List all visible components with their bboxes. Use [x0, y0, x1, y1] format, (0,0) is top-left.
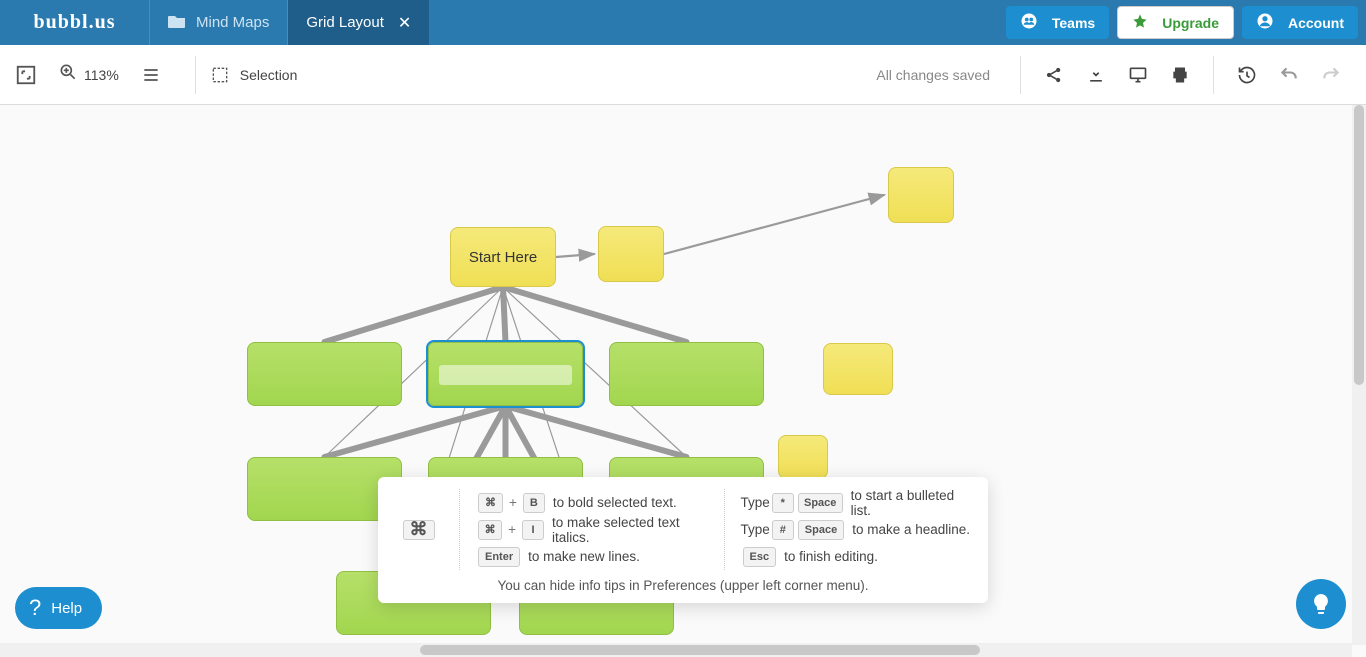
lightbulb-icon	[1309, 592, 1333, 616]
account-label: Account	[1288, 15, 1344, 31]
tooltip-row: Type *Space to start a bulleted list.	[741, 489, 973, 516]
tab-mindmaps[interactable]: Mind Maps	[150, 0, 288, 45]
help-button[interactable]: ? Help	[15, 587, 102, 629]
selection-icon[interactable]	[208, 63, 232, 87]
tooltip-row: Enter to make new lines.	[476, 543, 708, 570]
node-edit-field[interactable]	[439, 365, 572, 385]
redo-icon[interactable]	[1310, 45, 1352, 105]
share-icon[interactable]	[1033, 45, 1075, 105]
editing-tooltip: ⌘ ⌘+B to bold selected text.⌘+I to make …	[378, 477, 988, 603]
tooltip-row: Type #Space to make a headline.	[741, 516, 973, 543]
tooltip-row: ⌘+B to bold selected text.	[476, 489, 708, 516]
zoom-icon[interactable]	[58, 62, 78, 87]
tooltip-row: Esc to finish editing.	[741, 543, 973, 570]
account-button[interactable]: Account	[1242, 6, 1358, 39]
upgrade-button[interactable]: Upgrade	[1117, 6, 1234, 39]
tab-active-label: Grid Layout	[306, 14, 384, 31]
separator	[1213, 56, 1214, 94]
separator	[1020, 56, 1021, 94]
horizontal-scrollbar[interactable]	[0, 643, 1352, 657]
cmd-key-icon: ⌘	[403, 520, 435, 540]
save-status: All changes saved	[876, 67, 990, 83]
vertical-scrollbar[interactable]	[1352, 105, 1366, 645]
undo-icon[interactable]	[1268, 45, 1310, 105]
account-icon	[1256, 12, 1281, 33]
tab-mindmaps-label: Mind Maps	[196, 14, 269, 31]
canvas[interactable]: Start Heresafa ⌘ ⌘+B to bold selected te…	[0, 105, 1366, 657]
close-icon[interactable]: ✕	[398, 13, 411, 33]
zoom-level[interactable]: 113%	[84, 67, 119, 83]
node-g3[interactable]	[609, 342, 764, 406]
folder-icon	[168, 14, 186, 32]
star-icon	[1132, 13, 1155, 32]
present-icon[interactable]	[1117, 45, 1159, 105]
tab-active[interactable]: Grid Layout ✕	[288, 0, 430, 45]
separator	[195, 56, 196, 94]
selection-label[interactable]: Selection	[240, 67, 298, 83]
help-label: Help	[51, 600, 82, 617]
node-y2[interactable]	[888, 167, 954, 223]
tips-button[interactable]	[1296, 579, 1346, 629]
tooltip-row: ⌘+I to make selected text italics.	[476, 516, 708, 543]
upgrade-label: Upgrade	[1162, 15, 1219, 31]
node-g1[interactable]	[247, 342, 402, 406]
teams-label: Teams	[1052, 15, 1095, 31]
teams-button[interactable]: Teams	[1006, 6, 1109, 39]
history-icon[interactable]	[1226, 45, 1268, 105]
print-icon[interactable]	[1159, 45, 1201, 105]
download-icon[interactable]	[1075, 45, 1117, 105]
node-y1[interactable]	[598, 226, 664, 282]
help-icon: ?	[29, 595, 41, 621]
node-g2[interactable]	[428, 342, 583, 406]
tooltip-footer: You can hide info tips in Preferences (u…	[378, 570, 988, 593]
menu-icon[interactable]	[139, 63, 163, 87]
node-y3[interactable]	[823, 343, 893, 395]
teams-icon	[1020, 12, 1045, 33]
fit-screen-icon[interactable]	[14, 63, 38, 87]
node-start[interactable]: Start Here	[450, 227, 556, 287]
node-y4[interactable]	[778, 435, 828, 479]
brand-logo[interactable]: bubbl.us	[0, 0, 150, 45]
